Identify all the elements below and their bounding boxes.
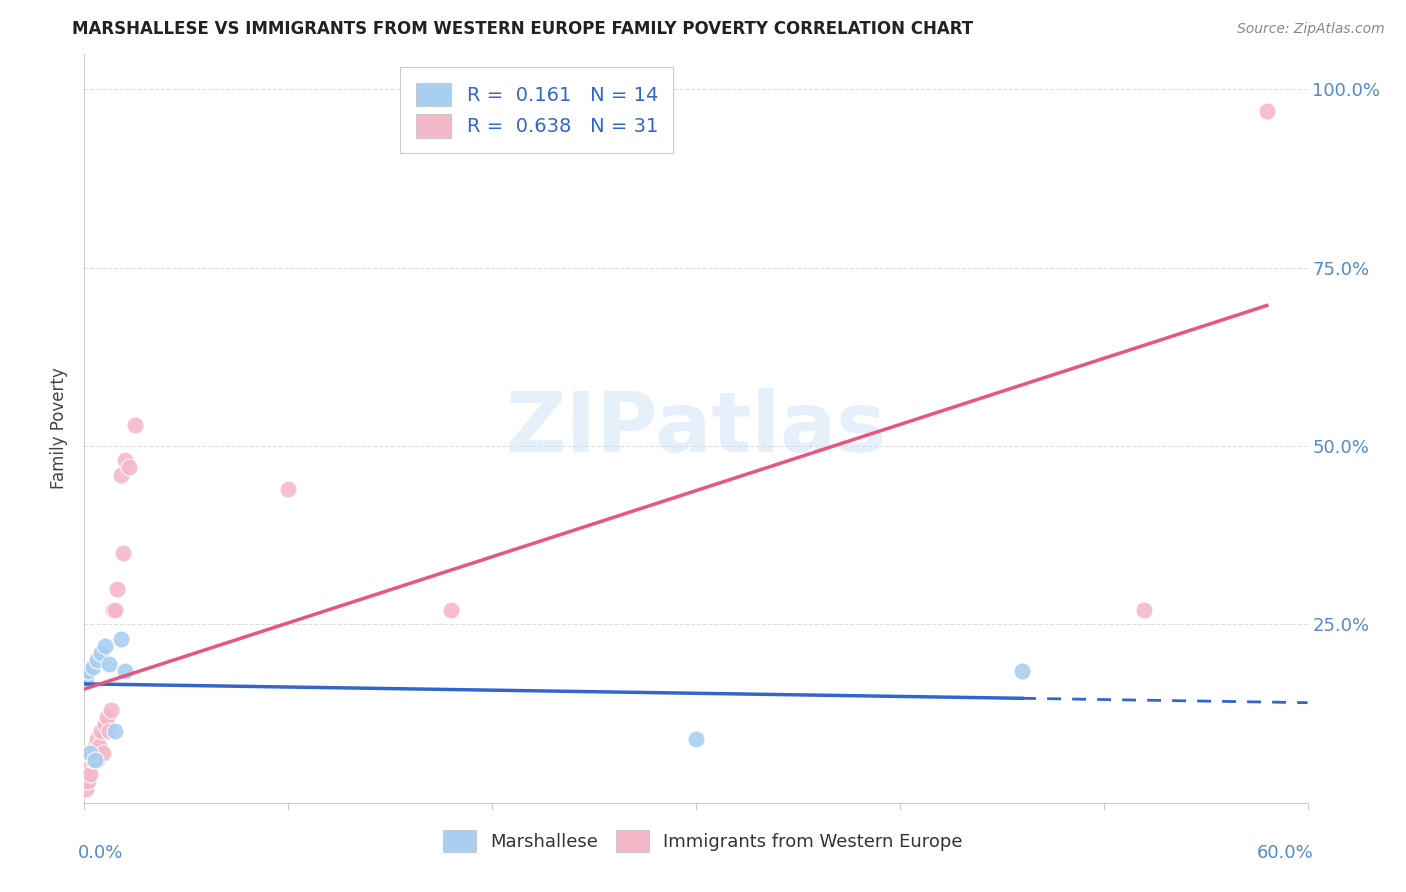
Point — [83, 739, 105, 753]
Point — [79, 746, 101, 760]
Point — [75, 781, 97, 796]
Point — [685, 731, 707, 746]
Point — [110, 632, 132, 646]
Point — [83, 746, 105, 760]
Point — [82, 753, 104, 767]
Point — [114, 664, 136, 678]
Point — [86, 753, 108, 767]
Point — [277, 482, 299, 496]
Point — [105, 582, 128, 596]
Point — [77, 664, 100, 678]
Point — [79, 767, 101, 781]
Point — [77, 760, 100, 774]
Point — [97, 657, 120, 671]
Point — [93, 717, 115, 731]
Point — [112, 546, 135, 560]
Point — [86, 731, 108, 746]
Point — [87, 739, 110, 753]
Legend: Marshallese, Immigrants from Western Europe: Marshallese, Immigrants from Western Eur… — [434, 821, 972, 861]
Point — [114, 453, 136, 467]
Point — [75, 753, 97, 767]
Text: Source: ZipAtlas.com: Source: ZipAtlas.com — [1237, 22, 1385, 37]
Point — [100, 703, 122, 717]
Point — [91, 746, 114, 760]
Point — [101, 603, 124, 617]
Point — [110, 467, 132, 482]
Text: MARSHALLESE VS IMMIGRANTS FROM WESTERN EUROPE FAMILY POVERTY CORRELATION CHART: MARSHALLESE VS IMMIGRANTS FROM WESTERN E… — [72, 21, 973, 38]
Point — [90, 724, 112, 739]
Text: 60.0%: 60.0% — [1257, 844, 1313, 862]
Text: ZIPatlas: ZIPatlas — [506, 388, 886, 468]
Point — [1256, 103, 1278, 118]
Point — [97, 724, 120, 739]
Point — [1133, 603, 1156, 617]
Point — [96, 710, 118, 724]
Point — [86, 653, 108, 667]
Point — [77, 774, 100, 789]
Legend: R =  0.161   N = 14, R =  0.638   N = 31: R = 0.161 N = 14, R = 0.638 N = 31 — [401, 67, 673, 153]
Point — [77, 746, 100, 760]
Point — [93, 639, 115, 653]
Point — [104, 603, 127, 617]
Point — [104, 724, 127, 739]
Point — [118, 460, 141, 475]
Point — [124, 417, 146, 432]
Y-axis label: Family Poverty: Family Poverty — [51, 368, 69, 489]
Text: 0.0%: 0.0% — [79, 844, 124, 862]
Point — [440, 603, 463, 617]
Point — [83, 753, 105, 767]
Point — [82, 660, 104, 674]
Point — [90, 646, 112, 660]
Point — [1011, 664, 1033, 678]
Point — [75, 767, 97, 781]
Point — [75, 671, 97, 685]
